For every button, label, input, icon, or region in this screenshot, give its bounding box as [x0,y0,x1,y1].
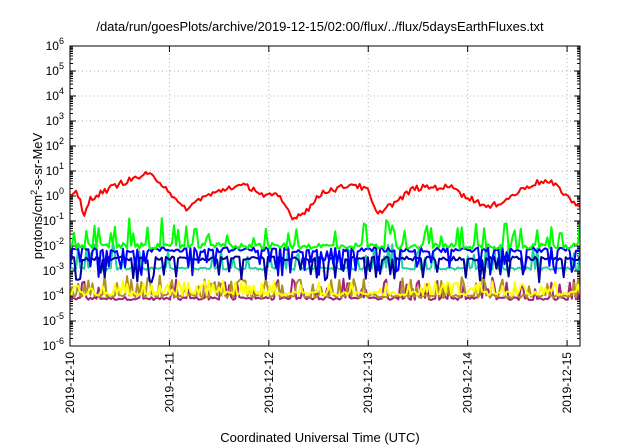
y-tick-label: 104 [46,86,64,103]
x-tick-label: 2019-12-14 [461,352,475,414]
plot-frame [69,45,581,347]
series-line [70,279,580,297]
y-tick-label: 10-3 [43,261,64,278]
y-tick-label: 10-1 [43,211,64,228]
x-tick-label: 2019-12-10 [63,352,77,414]
y-tick-label: 102 [46,136,64,153]
y-tick-label: 100 [46,186,64,203]
chart-title: /data/run/goesPlots/archive/2019-12-15/0… [96,19,544,34]
x-tick-label: 2019-12-11 [162,352,176,413]
y-tick-label: 10-2 [43,236,64,253]
x-tick-label: 2019-12-13 [361,352,375,414]
y-tick-label: 106 [46,36,64,53]
x-axis-label: Coordinated Universal Time (UTC) [220,430,420,445]
series-line [70,255,580,284]
series-line [70,276,580,301]
x-tick-label: 2019-12-15 [560,352,574,414]
y-tick-label: 10-5 [43,311,64,328]
y-tick-label: 10-6 [43,336,64,353]
series-line [70,217,580,250]
y-tick-label: 10-4 [43,286,64,303]
y-tick-label: 105 [46,61,64,78]
y-tick-label: 103 [46,111,64,128]
x-tick-label: 2019-12-12 [262,352,276,414]
y-tick-label: 101 [46,161,64,178]
series-line [70,171,580,221]
